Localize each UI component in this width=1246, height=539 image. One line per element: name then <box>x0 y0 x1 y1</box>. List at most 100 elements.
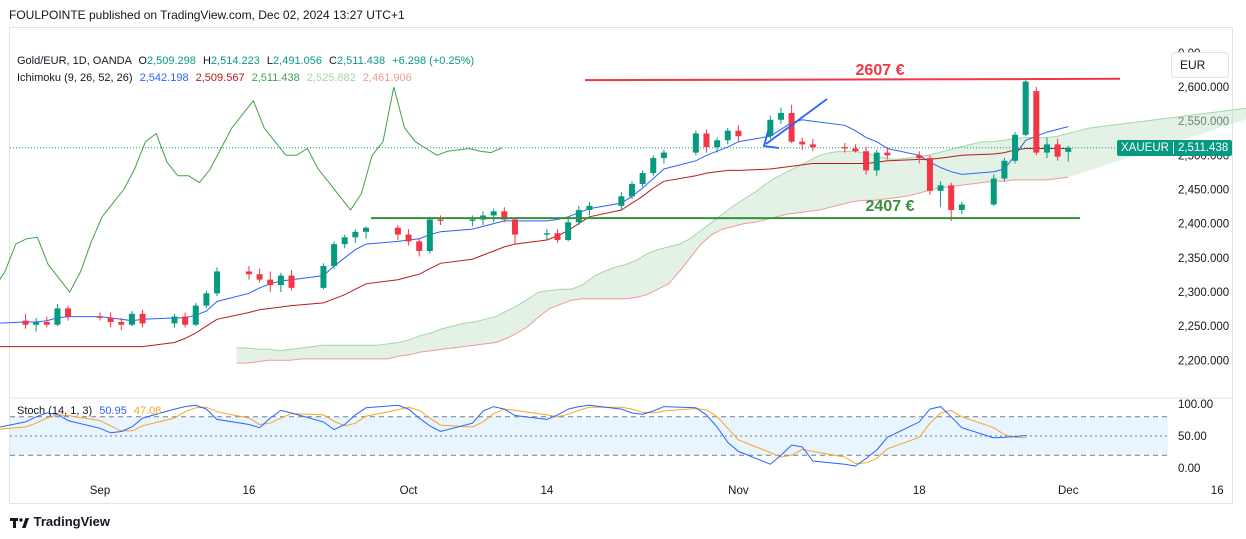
time-axis-label: Sep <box>90 485 110 497</box>
candle-body <box>884 152 891 156</box>
candle-body <box>139 313 146 324</box>
symbol-name: Gold/EUR, 1D, OANDA <box>17 55 132 67</box>
candle-body <box>501 211 508 220</box>
ichimoku-tenkan-value: 2,542.198 <box>139 72 189 84</box>
time-axis-label: 16 <box>243 485 256 497</box>
stoch-axis-tick-label: 100.00 <box>1178 399 1213 411</box>
candle-body <box>990 178 997 205</box>
candle-body <box>841 147 848 149</box>
time-axis-label: 18 <box>913 485 926 497</box>
candle-body <box>586 205 593 210</box>
price-axis-tick-label: 2,400.000 <box>1178 219 1229 231</box>
chikou-span-line <box>0 86 503 293</box>
stoch-axis-tick-label: 50.00 <box>1178 431 1207 443</box>
candle-body <box>267 279 274 286</box>
price-tag-symbol: XAUEUR <box>1117 142 1174 154</box>
candle-body <box>660 152 667 159</box>
candle-body <box>650 158 657 174</box>
stoch-d-value: 47.08 <box>133 405 162 417</box>
ichimoku-chikou-value: 2,511.438 <box>251 72 300 84</box>
candle-body <box>245 271 252 275</box>
ichimoku-name: Ichimoku (9, 26, 52, 26) <box>17 72 133 84</box>
candle-body <box>873 152 880 171</box>
high-value: 2,514.223 <box>210 55 260 67</box>
candle-body <box>1043 144 1050 153</box>
candle-body <box>618 196 625 206</box>
chart-frame[interactable] <box>9 27 1233 504</box>
candle-body <box>192 305 199 325</box>
stoch-band-fill <box>10 416 1168 456</box>
candle-body <box>214 271 221 294</box>
candle-body <box>118 322 125 325</box>
candle-body <box>128 313 135 325</box>
support-label: 2407 € <box>866 198 915 215</box>
ichimoku-legend: Ichimoku (9, 26, 52, 26) 2,542.198 2,509… <box>17 72 412 84</box>
candle-body <box>575 209 582 223</box>
tradingview-logo-icon <box>10 517 29 528</box>
candle-body <box>543 233 550 235</box>
ichimoku-span-b-value: 2,461.906 <box>362 72 412 84</box>
candle-body <box>724 130 731 141</box>
candle-body <box>54 308 61 325</box>
candle-body <box>788 112 795 142</box>
candle-body <box>490 211 497 216</box>
close-label: C <box>329 55 337 67</box>
low-label: L <box>266 55 274 67</box>
candle-body <box>469 219 476 221</box>
candle-body <box>352 231 359 238</box>
candle-body <box>437 219 444 221</box>
last-price-tag: XAUEUR 2,511.438 <box>1117 140 1233 156</box>
candle-body <box>852 148 859 152</box>
candle-body <box>714 140 721 148</box>
candle-body <box>97 316 103 318</box>
ichimoku-span-a-value: 2,525.882 <box>306 72 356 84</box>
candle-body <box>767 119 774 137</box>
candle-body <box>363 227 369 232</box>
candle-body <box>629 184 635 197</box>
candle-body <box>565 222 572 241</box>
candle-body <box>948 185 955 210</box>
kijun-sen-line <box>0 148 1069 348</box>
resistance-label: 2607 € <box>856 62 905 79</box>
price-axis-tick-label: 2,450.000 <box>1178 184 1229 196</box>
time-axis-label: 14 <box>540 485 553 497</box>
senkou-span-a-line <box>236 107 1246 352</box>
candle-body <box>777 112 784 120</box>
price-axis-tick-label: 2,300.000 <box>1178 287 1229 299</box>
candle-body <box>799 141 806 145</box>
candle-body <box>863 151 870 171</box>
candle-body <box>416 241 423 251</box>
candle-body <box>394 227 401 235</box>
time-axis-label: Nov <box>728 485 749 497</box>
high-label: H <box>202 55 211 67</box>
price-axis-tick-label: 2,350.000 <box>1178 253 1229 265</box>
candle-body <box>22 320 29 325</box>
stoch-axis-tick-label: 0.00 <box>1178 463 1200 475</box>
brand-name: TradingView <box>33 514 110 529</box>
tenkan-sen-line <box>0 119 1069 324</box>
candle-body <box>331 244 338 266</box>
candle-body <box>1001 160 1008 179</box>
price-axis-tick-label: 2,250.000 <box>1178 321 1229 333</box>
stoch-legend: Stoch (14, 1, 3) 50.95 47.08 <box>17 405 161 417</box>
low-value: 2,491.056 <box>273 55 322 67</box>
price-axis-tick-label: 2,200.000 <box>1178 355 1229 367</box>
stoch-name: Stoch (14, 1, 3) <box>17 405 93 417</box>
candle-body <box>692 133 699 153</box>
candle-body <box>182 316 189 325</box>
resistance-line <box>584 77 1121 82</box>
candle-body <box>639 173 646 185</box>
close-value: 2,511.438 <box>336 55 386 67</box>
price-tag-value: 2,511.438 <box>1177 142 1229 154</box>
time-axis-label: Dec <box>1058 485 1079 497</box>
candle-body <box>1033 91 1040 153</box>
candle-body <box>341 237 348 245</box>
candle-body <box>426 219 433 251</box>
open-value: 2,509.298 <box>146 55 196 67</box>
candle-body <box>1054 144 1061 157</box>
tradingview-brand[interactable]: TradingView <box>10 514 110 529</box>
candle-body <box>277 275 284 286</box>
currency-button[interactable]: EUR <box>1171 52 1229 78</box>
stoch-k-value: 50.95 <box>99 405 127 417</box>
